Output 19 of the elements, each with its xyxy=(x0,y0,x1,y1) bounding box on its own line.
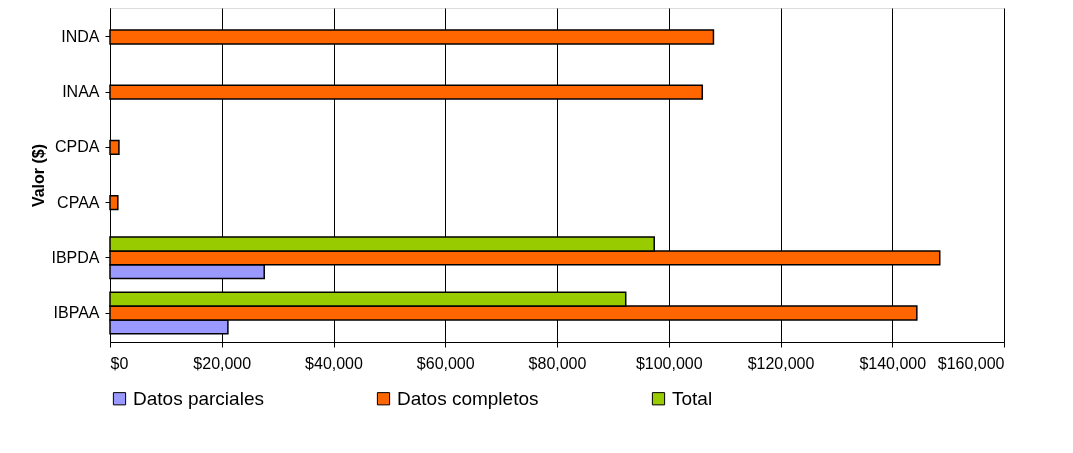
x-tick-label: $100,000 xyxy=(635,354,703,372)
x-tick-label: $0 xyxy=(110,354,129,372)
legend-label: Datos completos xyxy=(397,387,539,409)
legend-label: Total xyxy=(672,387,713,409)
y-tick-label: INAA xyxy=(62,83,100,101)
y-tick-label: IBPDA xyxy=(51,248,100,266)
x-tick-label: $160,000 xyxy=(937,354,1005,372)
x-tick-label: $40,000 xyxy=(305,354,364,372)
x-tick-label: $80,000 xyxy=(528,354,587,372)
y-tick-label: CPAA xyxy=(57,193,100,211)
x-tick-label: $120,000 xyxy=(747,354,815,372)
x-tick-label: $140,000 xyxy=(859,354,927,372)
legend-label: Datos parciales xyxy=(133,387,264,409)
y-tick-label: INDA xyxy=(61,27,100,45)
x-tick-label: $20,000 xyxy=(193,354,252,372)
y-tick-label: CPDA xyxy=(55,138,100,156)
y-tick-label: IBPAA xyxy=(53,304,100,322)
x-tick-label: $60,000 xyxy=(416,354,475,372)
y-axis-title: Valor ($) xyxy=(30,143,48,208)
